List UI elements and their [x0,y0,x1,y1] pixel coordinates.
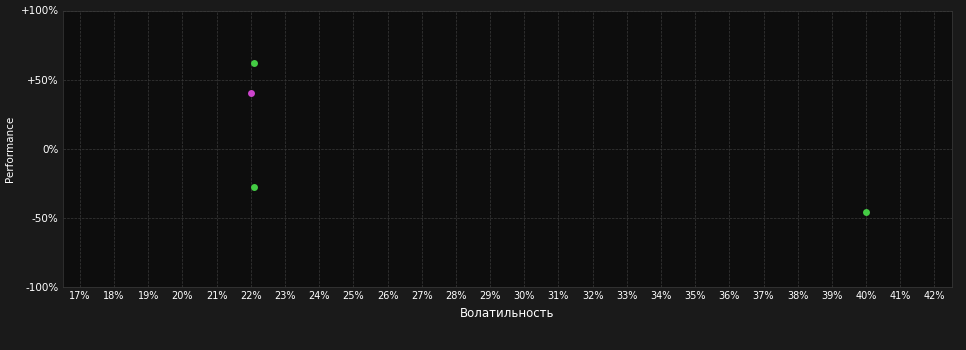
Y-axis label: Performance: Performance [5,116,14,182]
Point [246,60,262,66]
Point [246,185,262,190]
X-axis label: Волатильность: Волатильность [460,307,554,320]
Point [859,210,874,215]
Point [243,91,259,96]
